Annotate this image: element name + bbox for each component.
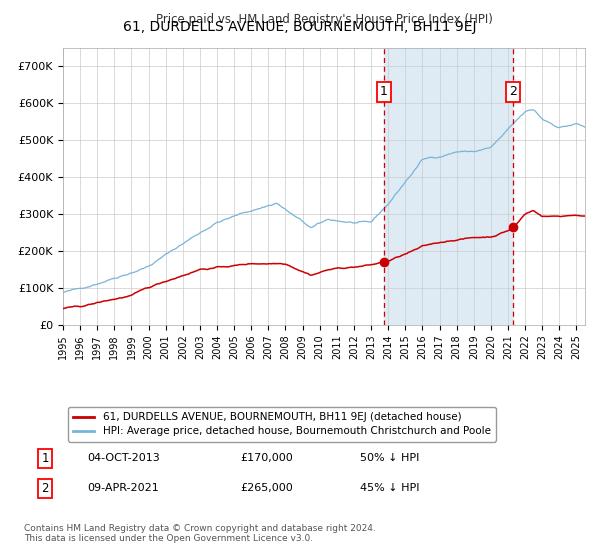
Text: Contains HM Land Registry data © Crown copyright and database right 2024.
This d: Contains HM Land Registry data © Crown c… [24, 524, 376, 543]
Text: 2: 2 [509, 86, 517, 99]
Text: 04-OCT-2013: 04-OCT-2013 [87, 453, 160, 463]
Text: 09-APR-2021: 09-APR-2021 [87, 483, 159, 493]
Text: 1: 1 [41, 451, 49, 465]
Text: 45% ↓ HPI: 45% ↓ HPI [360, 483, 419, 493]
Text: 2: 2 [41, 482, 49, 495]
Text: 1: 1 [380, 86, 388, 99]
Text: 61, DURDELLS AVENUE, BOURNEMOUTH, BH11 9EJ: 61, DURDELLS AVENUE, BOURNEMOUTH, BH11 9… [123, 20, 477, 34]
Title: Price paid vs. HM Land Registry's House Price Index (HPI): Price paid vs. HM Land Registry's House … [155, 13, 493, 26]
Text: 50% ↓ HPI: 50% ↓ HPI [360, 453, 419, 463]
Text: £170,000: £170,000 [240, 453, 293, 463]
Legend: 61, DURDELLS AVENUE, BOURNEMOUTH, BH11 9EJ (detached house), HPI: Average price,: 61, DURDELLS AVENUE, BOURNEMOUTH, BH11 9… [68, 407, 496, 441]
Bar [384, 48, 512, 325]
Text: £265,000: £265,000 [240, 483, 293, 493]
